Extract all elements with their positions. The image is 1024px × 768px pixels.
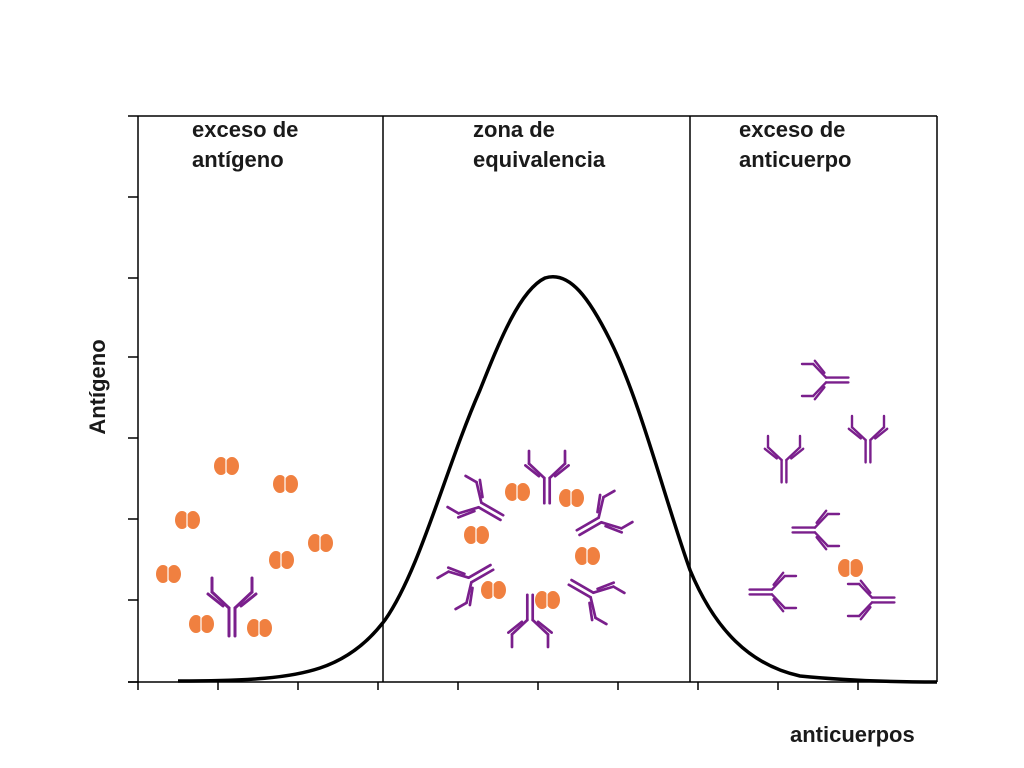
zone-title-line: anticuerpo — [739, 147, 852, 172]
y-axis-label: Antígeno — [85, 339, 110, 435]
antigen-particle-icon — [268, 550, 295, 570]
lattice-illustration — [434, 449, 636, 649]
y-shaped-antibody-icon — [434, 547, 504, 614]
antigen-particle-icon — [480, 580, 507, 600]
y-shaped-antibody-icon — [800, 359, 850, 401]
zone-title-equivalence: zona de equivalencia — [473, 115, 605, 175]
antigen-particle-icon — [307, 533, 334, 553]
antigen-particle-icon — [574, 546, 601, 566]
antigen-particle-icon — [174, 510, 201, 530]
antigen-particle-icon — [188, 614, 215, 634]
y-shaped-antibody-icon — [748, 571, 798, 613]
precipitation-curve — [177, 274, 938, 684]
x-axis — [128, 681, 937, 690]
antigen-particle-icon — [155, 564, 182, 584]
antigen-particle-icon — [534, 590, 561, 610]
antigen-particle-icon — [837, 558, 864, 578]
antigen-particle-icon — [272, 474, 299, 494]
antigen-particle-icon — [463, 525, 490, 545]
y-shaped-antibody-icon — [791, 509, 841, 551]
antigen-excess-illustration — [155, 456, 334, 638]
x-axis-label: anticuerpos — [790, 722, 915, 747]
antigen-particle-icon — [504, 482, 531, 502]
antigen-particle-icon — [213, 456, 240, 476]
zone-title-line: equivalencia — [473, 147, 606, 172]
y-axis — [128, 115, 138, 683]
zone-frame — [137, 115, 938, 682]
zone-title-antigen-excess: exceso de antígeno — [192, 115, 298, 175]
antigen-particle-icon — [246, 618, 273, 638]
antigen-particle-icon — [558, 488, 585, 508]
zone-title-antibody-excess: exceso de anticuerpo — [739, 115, 851, 175]
y-shaped-antibody-icon — [763, 434, 805, 484]
zone-title-line: exceso de — [192, 117, 299, 142]
antibody-excess-illustration — [748, 359, 896, 621]
y-shaped-antibody-icon — [847, 414, 889, 464]
zone-title-line: antígeno — [192, 147, 284, 172]
zone-title-line: zona de — [473, 117, 555, 142]
y-shaped-antibody-icon — [558, 562, 628, 629]
zone-title-line: exceso de — [739, 117, 846, 142]
y-shaped-antibody-icon — [846, 579, 896, 621]
